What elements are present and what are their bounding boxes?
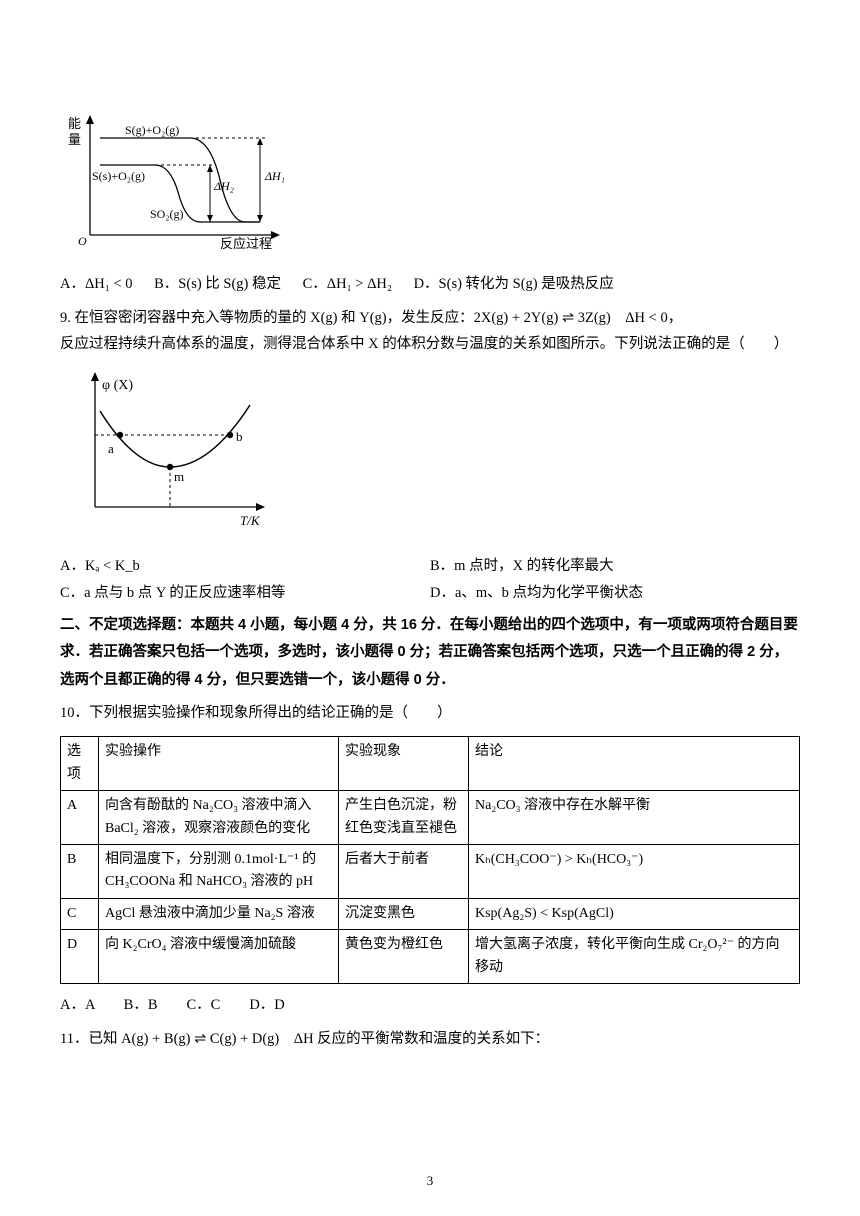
section2-title: 二、不定项选择题：本题共 4 小题，每小题 4 分，共 16 分．在每小题给出的… [60,612,800,695]
q10-stem: 10．下列根据实验操作和现象所得出的结论正确的是（ ） [60,700,800,726]
svg-text:S(g)+O₂(g): S(g)+O₂(g) [125,123,179,137]
q9-option-b: B．m 点时，X 的转化率最大 [430,553,800,579]
q9: 9. 在恒容密闭容器中充入等物质的量的 X(g) 和 Y(g)，发生反应：2X(… [60,305,800,357]
svg-text:SO₂(g): SO₂(g) [150,207,184,221]
energy-diagram: 能 量 S(g)+O₂(g) S(s)+O₂(g) ΔH₁ ΔH₂ SO₂(g)… [60,110,800,259]
svg-text:O: O [78,234,87,248]
svg-text:反应过程: 反应过程 [220,236,272,250]
svg-text:a: a [108,441,114,456]
svg-text:T/K: T/K [240,513,261,528]
table-row: B 相同温度下，分别测 0.1mol·L⁻¹ 的 CH₃COONa 和 NaHC… [61,844,800,898]
svg-text:φ (X): φ (X) [102,378,133,393]
q8-option-b: B．S(s) 比 S(g) 稳定 [154,271,281,297]
svg-text:ΔH₁: ΔH₁ [264,169,285,183]
q8-option-c: C．ΔH₁ > ΔH₂ [303,271,392,297]
q8-options: A．ΔH₁ < 0 B．S(s) 比 S(g) 稳定 C．ΔH₁ > ΔH₂ D… [60,271,800,297]
col-phenomenon: 实验现象 [339,737,469,791]
svg-text:b: b [236,429,243,444]
q10-table: 选项 实验操作 实验现象 结论 A 向含有酚酞的 Na₂CO₃ 溶液中滴入 Ba… [60,736,800,984]
svg-text:S(s)+O₂(g): S(s)+O₂(g) [92,169,145,183]
page-number: 3 [0,1169,860,1192]
col-option: 选项 [61,737,99,791]
q9-option-c: C．a 点与 b 点 Y 的正反应速率相等 [60,580,430,606]
q9-line2: 反应过程持续升高体系的温度，测得混合体系中 X 的体积分数与温度的关系如图所示。… [60,331,800,357]
svg-text:量: 量 [68,132,81,147]
q9-line1: 9. 在恒容密闭容器中充入等物质的量的 X(g) 和 Y(g)，发生反应：2X(… [60,305,800,331]
table-row: A 向含有酚酞的 Na₂CO₃ 溶液中滴入 BaCl₂ 溶液，观察溶液颜色的变化… [61,791,800,845]
svg-text:ΔH₂: ΔH₂ [213,179,234,193]
table-row: C AgCl 悬浊液中滴加少量 Na₂S 溶液 沉淀变黑色 Ksp(Ag₂S) … [61,898,800,929]
q9-option-d: D．a、m、b 点均为化学平衡状态 [430,580,800,606]
table-row: D 向 K₂CrO₄ 溶液中缓慢滴加硫酸 黄色变为橙红色 增大氢离子浓度，转化平… [61,930,800,984]
fraction-temperature-chart: φ (X) a b m T/K [60,367,800,541]
q9-option-a: A．Kₐ < K_b [60,553,430,579]
q10-answer-options: A．A B．B C．C D．D [60,992,800,1018]
col-conclusion: 结论 [469,737,800,791]
q8-option-a: A．ΔH₁ < 0 [60,271,133,297]
col-operation: 实验操作 [99,737,339,791]
q9-options: A．Kₐ < K_b C．a 点与 b 点 Y 的正反应速率相等 B．m 点时，… [60,553,800,605]
q8-option-d: D．S(s) 转化为 S(g) 是吸热反应 [414,271,614,297]
q11-stem: 11．已知 A(g) + B(g) ⇌ C(g) + D(g) ΔH 反应的平衡… [60,1026,800,1052]
ylabel-energy: 能 [68,116,81,131]
svg-text:m: m [174,469,184,484]
